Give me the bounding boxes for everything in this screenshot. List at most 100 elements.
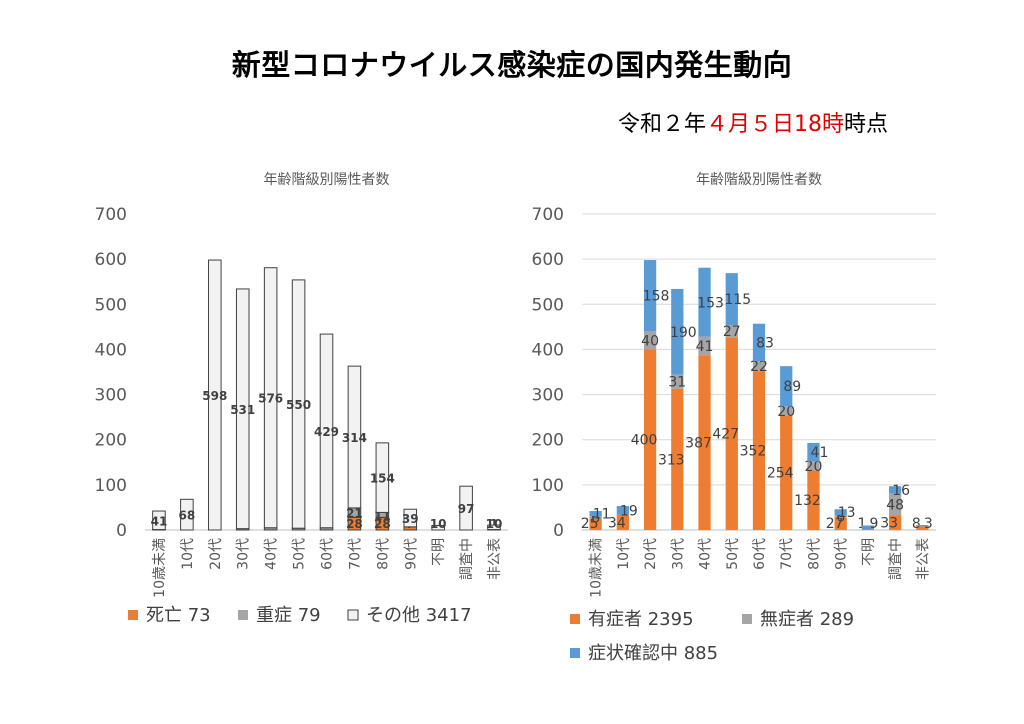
- data-label: 21: [346, 507, 363, 521]
- data-label: 27: [723, 324, 741, 340]
- data-label: 115: [724, 292, 751, 308]
- x-tick-label: 30代: [236, 538, 252, 570]
- x-tick-label: 70代: [779, 538, 795, 570]
- bar-segment-症状確認中: [616, 506, 629, 515]
- bar-segment-症状確認中: [725, 273, 738, 326]
- data-label: 83: [756, 335, 774, 351]
- bar-segment-無症者: [834, 515, 847, 518]
- data-label: 40: [641, 333, 659, 349]
- y-tick-label: 500: [95, 295, 127, 315]
- data-label: 20: [805, 459, 823, 475]
- bar-segment-有症者: [643, 349, 657, 530]
- data-label: 68: [179, 509, 196, 523]
- legend-label: 重症 79: [256, 605, 321, 626]
- y-tick-label: 200: [532, 431, 564, 451]
- data-label: 3: [924, 516, 933, 532]
- bar-segment-無症者: [698, 336, 711, 356]
- legend-swatch: [570, 648, 580, 658]
- data-label: 48: [886, 497, 904, 513]
- data-label: 11: [593, 507, 611, 523]
- chart-title: 年齢階級別陽性者数: [264, 172, 390, 188]
- chart-title: 年齢階級別陽性者数: [696, 172, 822, 188]
- y-tick-label: 0: [553, 521, 564, 541]
- y-tick-label: 100: [95, 476, 127, 496]
- data-label: 314: [342, 431, 367, 445]
- x-tick-label: 10代: [616, 538, 632, 570]
- data-label: 28: [374, 517, 391, 531]
- x-tick-label: 10歳未満: [152, 538, 168, 598]
- x-tick-label: 60代: [752, 538, 768, 570]
- bar-segment-有症者: [752, 371, 766, 530]
- data-label: 1: [857, 516, 866, 532]
- data-label: 27: [826, 516, 844, 532]
- x-tick-label: 90代: [834, 538, 850, 570]
- bar-segment-症状確認中: [643, 260, 657, 332]
- bar-segment-その他: [291, 279, 306, 529]
- data-label: 132: [794, 493, 821, 509]
- data-label: 41: [811, 445, 829, 461]
- bar-segment-その他: [347, 365, 362, 509]
- bar-segment-有症者: [916, 526, 929, 530]
- y-tick-label: 300: [532, 386, 564, 406]
- bar-segment-その他: [487, 524, 501, 531]
- chart-svg: 年齢階級別陽性者数 0 100 200 300 400 500 600 700 1 41 10歳未満 6…: [95, 172, 508, 626]
- bar-segment-その他: [431, 524, 445, 531]
- legend-swatch: [347, 609, 359, 621]
- data-label: 22: [750, 359, 768, 375]
- legend-label: その他 3417: [366, 605, 472, 626]
- bar-segment-有症者: [698, 355, 711, 530]
- data-label: 9: [869, 516, 878, 532]
- data-label: 254: [767, 466, 794, 482]
- legend-label: 無症者 289: [760, 609, 854, 630]
- x-tick-label: 非公表: [915, 538, 931, 580]
- bar-segment-症状確認中: [752, 323, 766, 362]
- data-label: 10: [430, 517, 447, 531]
- legend-swatch: [570, 614, 580, 624]
- data-label: 1: [490, 517, 498, 531]
- data-label: 6: [836, 509, 845, 525]
- bar-segment-症状確認中: [671, 288, 684, 375]
- y-tick-label: 100: [532, 476, 564, 496]
- bar-segment-その他: [319, 333, 334, 529]
- data-label: 153: [697, 295, 724, 311]
- data-label: 41: [151, 514, 168, 528]
- bar-segment-症状確認中: [698, 267, 711, 337]
- data-label: 387: [685, 436, 712, 452]
- x-tick-label: 40代: [264, 538, 280, 570]
- x-tick-label: 20代: [208, 538, 224, 570]
- data-label: 190: [670, 325, 697, 341]
- bar-segment-その他: [263, 267, 278, 529]
- bar-segment-無症者: [780, 406, 793, 416]
- y-tick-label: 200: [95, 431, 127, 451]
- bar-segment-その他: [235, 288, 250, 530]
- legend-swatch: [238, 610, 248, 620]
- x-tick-label: 30代: [670, 538, 686, 570]
- x-tick-label: 調査中: [459, 538, 475, 580]
- bar-segment-症状確認中: [916, 525, 929, 527]
- bar-segment-無症者: [725, 325, 738, 338]
- data-label: 429: [314, 425, 339, 439]
- x-tick-label: 40代: [698, 538, 714, 570]
- as-of-prefix: 令和２年: [618, 112, 707, 137]
- legend-label: 死亡 73: [146, 605, 211, 626]
- data-label: 427: [712, 427, 739, 443]
- chart-right-age-positive-count-by-symptom: 年齢階級別陽性者数 0 100 200 300 400 500 600 700 25 6 11 10歳未…: [512, 160, 1022, 720]
- data-label: 33: [880, 516, 898, 532]
- as-of-suffix: 時点: [844, 112, 889, 137]
- bar-segment-有症者: [889, 515, 902, 530]
- y-tick-label: 400: [95, 340, 127, 360]
- bar-segment-症状確認中: [834, 509, 847, 516]
- legend-swatch: [742, 614, 752, 624]
- data-label: 352: [740, 444, 767, 460]
- data-label: 576: [258, 392, 283, 406]
- bar-segment-有症者: [780, 415, 793, 530]
- legend-label: 有症者 2395: [588, 609, 694, 630]
- bar-segment-症状確認中: [861, 525, 875, 530]
- bar-segment-有症者: [589, 518, 602, 530]
- data-label: 531: [230, 403, 255, 417]
- y-tick-label: 600: [532, 250, 564, 270]
- x-tick-label: 50代: [292, 538, 308, 570]
- x-tick-label: 60代: [320, 538, 336, 570]
- data-label: 550: [286, 398, 311, 412]
- y-tick-label: 500: [532, 295, 564, 315]
